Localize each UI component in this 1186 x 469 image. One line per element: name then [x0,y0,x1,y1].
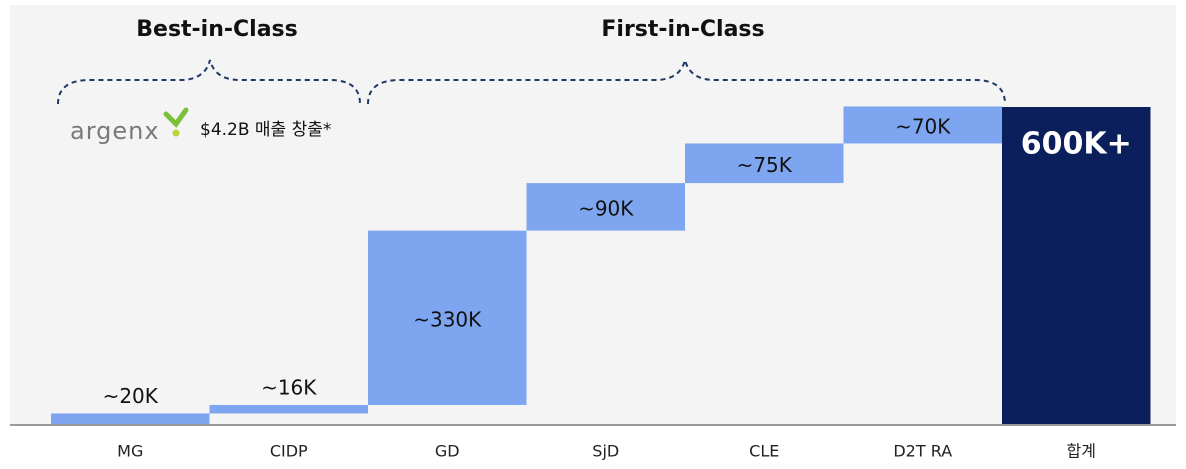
group-label: First-in-Class [601,17,764,42]
value-label: ~70K [895,114,951,138]
annotation: $4.2B 매출 창출* [200,120,331,140]
logo-text: argenx [70,117,160,145]
value-label: ~90K [578,196,634,220]
x-tick-label: SjD [592,442,619,461]
x-tick-label: CIDP [270,442,308,461]
bar [51,413,210,424]
x-tick-label: D2T RA [893,442,952,461]
bracket [367,59,1006,105]
total-bar [1002,107,1151,424]
bar [209,404,368,414]
x-tick-label: 합계 [1067,442,1096,461]
logo-icon [163,107,189,137]
x-tick-label: CLE [749,442,779,461]
value-label: ~330K [413,307,482,331]
value-label: ~20K [103,384,159,408]
value-label: ~75K [737,153,793,177]
value-label: ~16K [261,375,317,399]
group-label: Best-in-Class [136,17,298,42]
bar [685,143,844,184]
bracket [57,59,361,105]
value-label: 600K+ [1021,127,1132,162]
bar [843,106,1002,144]
bar [368,230,527,405]
x-tick-label: MG [117,442,143,461]
x-tick-label: GD [435,442,460,461]
bar [526,183,685,231]
